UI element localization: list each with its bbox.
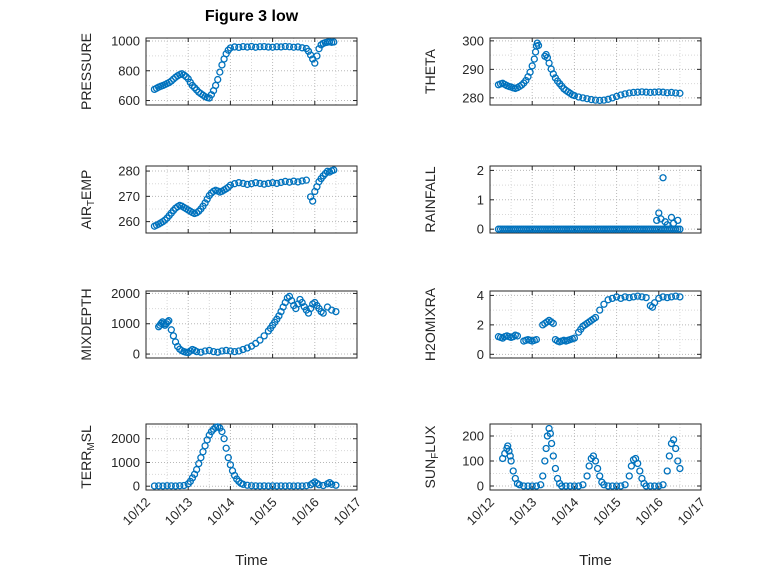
y-tick-label: 2 (477, 163, 484, 178)
x-tick-label: 10/13 (162, 495, 196, 529)
y-tick-label: 0 (133, 347, 140, 362)
y-tick-label: 260 (118, 214, 140, 229)
subplot-pressure: 600 800 1000 PRESSURE (78, 33, 358, 110)
subplot-sun-flux: 0 100 200 10/12 10/13 10/14 10/15 10/16 10/17 SUN… (422, 423, 709, 529)
y-tick-label: 0 (477, 222, 484, 237)
y-tick-label: 4 (477, 288, 484, 303)
x-tick-label: 10/14 (548, 495, 582, 529)
axes-box (145, 37, 358, 106)
scatter-points (155, 292, 340, 357)
axes-box (145, 423, 358, 491)
y-tick-label: 1000 (111, 316, 140, 331)
x-tick-label: 10/16 (288, 495, 322, 529)
subplot-terr-msl: 0 1000 2000 10/12 10/13 10/14 10/15 10/16 10/17 T… (78, 423, 365, 529)
axes-box (489, 423, 702, 491)
y-tick-label: 1000 (111, 455, 140, 470)
subplot-air-temp: 260 270 280 AIRTEMP (78, 164, 358, 234)
x-tick-label: 10/14 (204, 495, 238, 529)
scatter-points (494, 39, 684, 105)
y-axis-label: H2OMIXRA (422, 287, 438, 361)
axes-box (145, 165, 358, 234)
y-tick-label: 100 (462, 454, 484, 469)
x-tick-label: 10/12 (464, 495, 498, 529)
y-axis-label: PRESSURE (78, 33, 94, 110)
scatter-points (499, 424, 684, 490)
y-tick-label: 800 (118, 63, 140, 78)
figure-title: Figure 3 low (204, 8, 299, 25)
axes-box (489, 37, 702, 106)
y-tick-label: 0 (133, 479, 140, 494)
y-tick-label: 1000 (111, 33, 140, 48)
y-tick-label: 270 (118, 189, 140, 204)
y-axis-label: THETA (422, 48, 438, 94)
x-axis-label-left: Time (235, 552, 268, 569)
scatter-points (494, 174, 684, 233)
x-tick-label: 10/16 (632, 495, 666, 529)
y-tick-label: 0 (477, 479, 484, 494)
scatter-points (150, 166, 338, 230)
subplot-mixdepth: 0 1000 2000 MIXDEPTH (78, 286, 358, 362)
x-tick-label: 10/13 (506, 495, 540, 529)
y-axis-label: TERRMSL (78, 425, 97, 489)
x-tick-label: 10/15 (246, 495, 280, 529)
y-tick-label: 1 (477, 192, 484, 207)
scatter-points (150, 423, 340, 490)
x-tick-label: 10/17 (675, 495, 709, 529)
y-tick-label: 2 (477, 317, 484, 332)
y-axis-label: AIRTEMP (78, 170, 97, 230)
y-tick-label: 280 (118, 164, 140, 179)
x-tick-label: 10/12 (120, 495, 154, 529)
y-axis-label: MIXDEPTH (78, 288, 94, 360)
y-tick-label: 600 (118, 93, 140, 108)
scatter-points (494, 292, 684, 346)
subplot-h2omixra: 0 2 4 H2OMIXRA (422, 287, 702, 362)
scatter-points (150, 38, 338, 102)
y-tick-label: 0 (477, 347, 484, 362)
y-tick-label: 280 (462, 90, 484, 105)
y-tick-label: 200 (462, 429, 484, 444)
y-tick-label: 2000 (111, 286, 140, 301)
y-axis-label: SUNFLUX (422, 425, 441, 489)
x-axis-label-right: Time (579, 552, 612, 569)
y-tick-label: 290 (462, 62, 484, 77)
subplot-rainfall: 0 1 2 RAINFALL (422, 163, 702, 237)
x-tick-label: 10/15 (590, 495, 624, 529)
y-axis-label: RAINFALL (422, 166, 438, 232)
subplot-theta: 280 290 300 THETA (422, 33, 702, 106)
y-tick-label: 2000 (111, 431, 140, 446)
y-tick-label: 300 (462, 33, 484, 48)
x-tick-label: 10/17 (331, 495, 365, 529)
axes-box (145, 290, 358, 359)
